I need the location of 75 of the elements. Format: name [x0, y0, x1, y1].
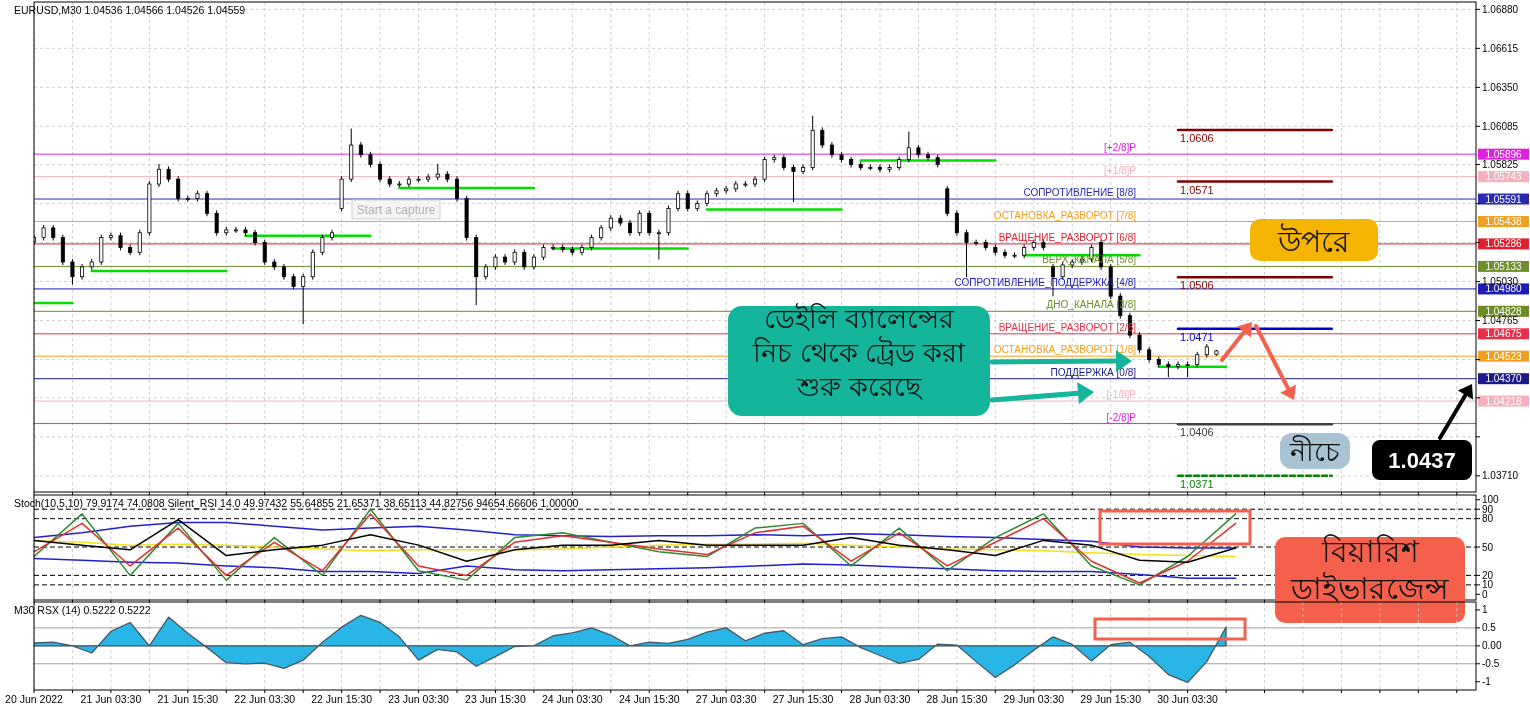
- annotation: ডেইলি ব্যালেন্সের নিচ থেকে ট্রেড করা শুরু করেছে: [752, 303, 966, 402]
- annotation: СОПРОТИВЛЕНИЕ [8/8]: [1023, 187, 1137, 199]
- chart-title: M30 RSX (14) 0.5222 0.5222: [14, 604, 151, 616]
- x-tick-label: 23 Jun 03:30: [388, 693, 450, 705]
- y-tick-label: 80: [1482, 513, 1494, 525]
- x-tick-label: 30 Jun 03:30: [1157, 693, 1219, 705]
- y-tick-label: 1.06880: [1482, 3, 1519, 15]
- x-tick-label: 21 Jun 15:30: [157, 693, 219, 705]
- x-tick-label: 20 Jun 2022: [5, 693, 64, 705]
- x-tick-label: 24 Jun 03:30: [541, 693, 603, 705]
- y-tick-label: -1: [1482, 676, 1492, 688]
- annotation: [-1/8]P: [1106, 389, 1137, 401]
- x-tick-label: 22 Jun 03:30: [234, 693, 296, 705]
- annotation: উপরে: [1250, 219, 1378, 261]
- x-tick-label: 24 Jun 15:30: [618, 693, 680, 705]
- y-tick-label: 1.04765: [1482, 315, 1519, 327]
- data-label: 1.0571: [1179, 183, 1214, 196]
- ref-line-label: 1.04523: [1485, 350, 1523, 362]
- ref-line-label: 1.04828: [1485, 305, 1523, 317]
- annotation: ПОДДЕРЖКА [0/8]: [1050, 366, 1137, 378]
- ref-line-label: 1.05286: [1485, 238, 1523, 250]
- annotation: 1.0437: [1388, 448, 1456, 473]
- y-tick-label: 0: [1482, 588, 1488, 600]
- x-tick-label: 29 Jun 15:30: [1080, 693, 1142, 705]
- y-tick-label: -0.5: [1482, 658, 1500, 670]
- ref-line-label: 1.04218: [1485, 395, 1523, 407]
- y-tick-label: 1.06615: [1482, 42, 1519, 54]
- data-label: 1.0406: [1179, 426, 1214, 439]
- x-tick-label: 21 Jun 03:30: [80, 693, 142, 705]
- y-tick-label: 1.03710: [1482, 470, 1519, 482]
- ref-line-label: 1.04675: [1485, 328, 1523, 340]
- y-tick-label: 100: [1482, 494, 1500, 506]
- y-tick-label: 1: [1482, 604, 1488, 616]
- data-label: 1.0506: [1179, 279, 1214, 292]
- y-tick-label: 50: [1482, 541, 1494, 553]
- chart-title: Stoch(10,5,10) 79.9174 74.0808 Silent_RSI 14.0 49.97432 55.64855 21.65371 38.65113 44.82756 94654.66606 1.00000: [14, 497, 579, 509]
- annotation: উপরে: [1277, 223, 1350, 258]
- annotation: ডেইলি ব্যালেন্সের নিচ থেকে ট্রেড করা শুরু করেছে: [728, 304, 990, 416]
- x-tick-label: 28 Jun 03:30: [849, 693, 911, 705]
- y-tick-label: 1.05825: [1482, 159, 1519, 171]
- chart-title: EURUSD,M30 1.04536 1.04566 1.04526 1.04559: [14, 4, 246, 16]
- x-tick-label: 28 Jun 15:30: [926, 693, 988, 705]
- y-tick-label: 10: [1482, 579, 1494, 591]
- annotation: নীচে: [1280, 433, 1350, 469]
- annotation: Start a capture: [351, 199, 441, 220]
- x-tick-label: 23 Jun 15:30: [465, 693, 526, 705]
- y-tick-label: 1.06085: [1482, 120, 1519, 132]
- annotation: বিয়ারিশ ডাইভারজেন্স: [1290, 533, 1449, 605]
- x-tick-label: 27 Jun 03:30: [695, 693, 757, 705]
- x-tick-label: 22 Jun 15:30: [311, 693, 373, 705]
- data-label: 1.0371: [1179, 477, 1214, 490]
- data-label: 1.0606: [1179, 132, 1214, 145]
- ref-line-label: 1.05743: [1485, 171, 1523, 183]
- annotation: [-2/8]P: [1106, 411, 1137, 423]
- ref-line-label: 1.05896: [1485, 148, 1523, 160]
- annotation: 1.0437: [1372, 440, 1472, 480]
- y-tick-label: 90: [1482, 503, 1494, 515]
- y-tick-label: 0.5: [1482, 622, 1497, 634]
- annotation: Start a capture: [356, 203, 436, 217]
- ref-line-label: 1.05591: [1485, 193, 1523, 205]
- annotation: ОСТАНОВКА_РАЗВОРОТ [7/8]: [993, 209, 1137, 221]
- ref-line-label: 1.05438: [1485, 216, 1523, 228]
- y-tick-label: 20: [1482, 569, 1494, 581]
- annotation: নীচে: [1289, 435, 1340, 467]
- y-tick-label: 0.00: [1482, 640, 1502, 652]
- ref-line-label: 1.05133: [1485, 260, 1523, 272]
- annotation: [+2/8]P: [1104, 142, 1137, 154]
- annotation: ВРАЩЕНИЕ_РАЗВОРОТ [6/8]: [998, 231, 1137, 243]
- annotation: বিয়ারিশ ডাইভারজেন্স: [1275, 534, 1465, 623]
- x-tick-label: 27 Jun 15:30: [772, 693, 834, 705]
- annotation: [+1/8]P: [1104, 164, 1137, 176]
- x-tick-label: 29 Jun 03:30: [1003, 693, 1065, 705]
- data-label: 1.0471: [1179, 330, 1214, 343]
- ref-line-label: 1.04370: [1485, 373, 1523, 385]
- y-tick-label: 1.06350: [1482, 81, 1519, 93]
